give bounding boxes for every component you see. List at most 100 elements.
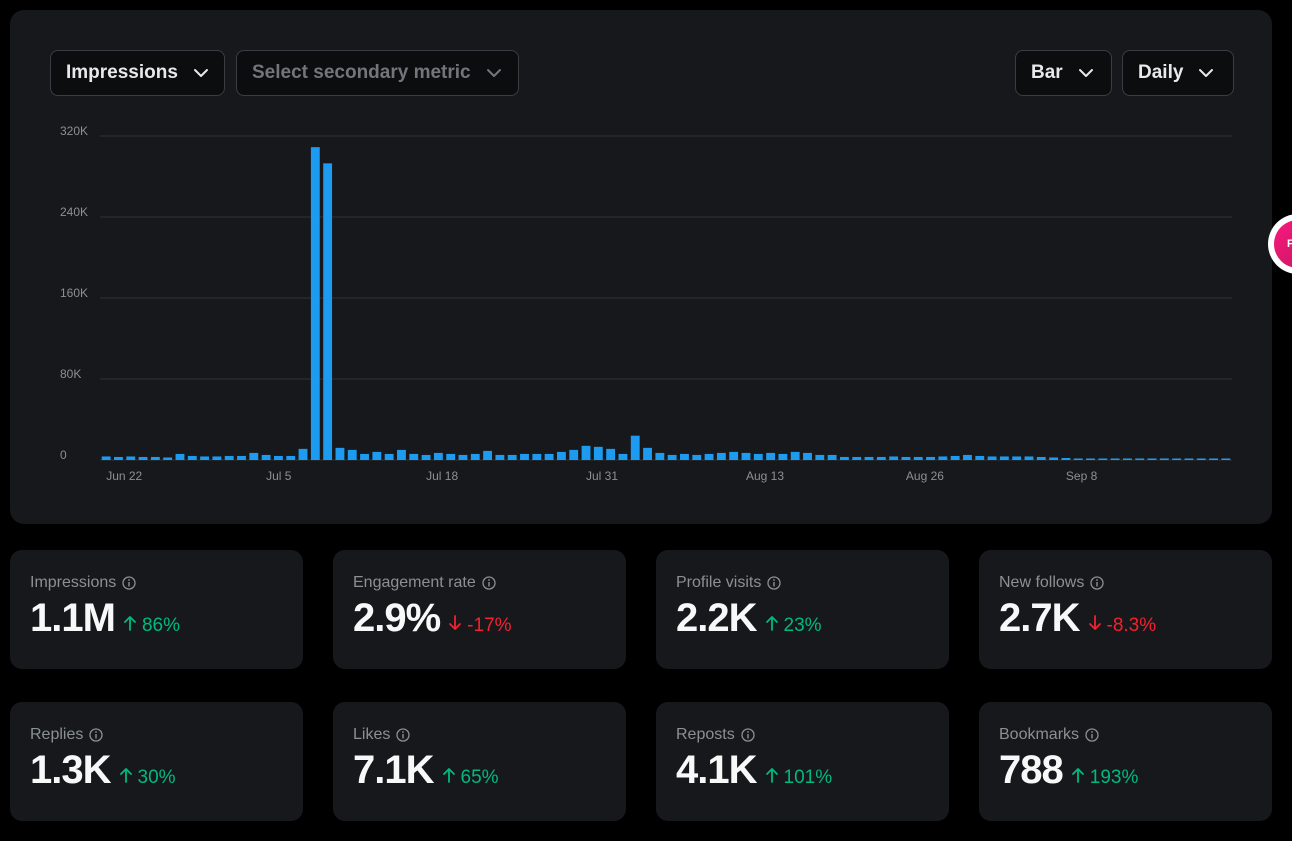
chart-bar[interactable]	[421, 454, 431, 460]
chart-bar[interactable]	[815, 454, 825, 460]
chart-bar[interactable]	[593, 446, 603, 460]
chart-bar[interactable]	[950, 455, 960, 460]
chart-bar[interactable]	[889, 456, 899, 460]
chart-bar[interactable]	[913, 456, 923, 460]
info-icon[interactable]	[396, 728, 411, 742]
stat-card-likes[interactable]: Likes 7.1K 65%	[333, 702, 626, 821]
chart-bar[interactable]	[323, 163, 333, 460]
chart-bar[interactable]	[1024, 456, 1034, 460]
info-icon[interactable]	[1085, 728, 1099, 742]
chart-bar[interactable]	[483, 450, 493, 460]
chart-bar[interactable]	[569, 449, 579, 461]
chart-bar[interactable]	[520, 453, 529, 460]
chart-bar[interactable]	[126, 456, 136, 460]
chart-bar[interactable]	[470, 453, 480, 460]
chart-bar[interactable]	[200, 456, 210, 460]
chart-bar[interactable]	[581, 445, 591, 460]
chart-bar[interactable]	[630, 435, 640, 460]
stat-card-reposts[interactable]: Reposts 4.1K 101%	[656, 702, 949, 821]
chart-bar[interactable]	[433, 452, 443, 460]
chart-type-dropdown[interactable]: Bar	[1015, 50, 1112, 96]
chart-bar[interactable]	[753, 453, 763, 460]
chart-bar[interactable]	[347, 449, 357, 461]
interval-dropdown[interactable]: Daily	[1122, 50, 1234, 96]
chart-bar[interactable]	[680, 453, 689, 460]
chart-bar[interactable]	[446, 453, 456, 460]
chart-bar[interactable]	[987, 456, 997, 460]
chart-bar[interactable]	[286, 455, 296, 460]
info-icon[interactable]	[741, 728, 755, 742]
chart-bar[interactable]	[741, 452, 751, 460]
chart-bar[interactable]	[458, 454, 468, 460]
chart-bar[interactable]	[667, 454, 677, 460]
chart-bar[interactable]	[1122, 458, 1132, 460]
chart-bar[interactable]	[138, 456, 148, 460]
chart-bar[interactable]	[507, 454, 517, 460]
chart-bar[interactable]	[175, 453, 185, 460]
chart-bar[interactable]	[999, 456, 1009, 460]
chart-bar[interactable]	[532, 453, 542, 460]
chart-bar[interactable]	[827, 454, 837, 460]
chart-bar[interactable]	[1110, 458, 1120, 460]
chart-bar[interactable]	[606, 448, 616, 460]
chart-bar[interactable]	[975, 455, 985, 460]
secondary-metric-dropdown[interactable]: Select secondary metric	[236, 50, 519, 96]
chart-bar[interactable]	[963, 454, 972, 460]
chart-bar[interactable]	[335, 447, 345, 460]
chart-bar[interactable]	[1036, 456, 1046, 460]
stat-card-new-follows[interactable]: New follows 2.7K -8.3%	[979, 550, 1272, 669]
chart-bar[interactable]	[1049, 457, 1059, 460]
stat-card-replies[interactable]: Replies 1.3K 30%	[10, 702, 303, 821]
chart-bar[interactable]	[212, 456, 222, 460]
chart-bar[interactable]	[926, 456, 935, 460]
chart-bar[interactable]	[716, 452, 726, 460]
chart-bar[interactable]	[1172, 458, 1182, 461]
chart-bar[interactable]	[864, 456, 874, 460]
chart-bar[interactable]	[778, 453, 788, 460]
chart-bar[interactable]	[224, 455, 234, 460]
chart-bar[interactable]	[101, 456, 111, 460]
info-icon[interactable]	[122, 576, 136, 590]
chart-bar[interactable]	[618, 453, 628, 460]
chart-bar[interactable]	[114, 456, 123, 460]
chart-bar[interactable]	[310, 147, 320, 460]
chart-bar[interactable]	[187, 455, 197, 460]
chart-bar[interactable]	[852, 456, 862, 460]
chart-bar[interactable]	[495, 454, 505, 460]
chart-bar[interactable]	[704, 453, 714, 460]
primary-metric-dropdown[interactable]: Impressions	[50, 50, 225, 96]
chart-bar[interactable]	[1135, 458, 1145, 460]
chart-bar[interactable]	[643, 447, 652, 460]
chart-bar[interactable]	[766, 452, 776, 460]
chart-bar[interactable]	[839, 456, 849, 460]
chart-bar[interactable]	[384, 453, 394, 460]
chart-bar[interactable]	[273, 455, 283, 460]
chart-bar[interactable]	[1221, 458, 1231, 461]
chart-bar[interactable]	[1098, 458, 1108, 460]
stat-card-engagement-rate[interactable]: Engagement rate 2.9% -17%	[333, 550, 626, 669]
chart-bar[interactable]	[1012, 456, 1022, 460]
chart-bar[interactable]	[938, 456, 948, 460]
chart-bar[interactable]	[729, 451, 739, 460]
chart-bar[interactable]	[1061, 457, 1071, 460]
chart-bar[interactable]	[298, 448, 308, 460]
chart-bar[interactable]	[237, 455, 246, 460]
chart-bar[interactable]	[397, 449, 406, 461]
chart-bar[interactable]	[1209, 458, 1218, 460]
stat-card-impressions[interactable]: Impressions 1.1M 86%	[10, 550, 303, 669]
chart-bar[interactable]	[409, 453, 419, 460]
chart-bar[interactable]	[1086, 458, 1095, 460]
info-icon[interactable]	[482, 576, 496, 590]
chart-bar[interactable]	[655, 452, 665, 460]
info-icon[interactable]	[767, 576, 782, 590]
chart-bar[interactable]	[692, 454, 702, 460]
chart-bar[interactable]	[1147, 458, 1157, 460]
chart-bar[interactable]	[901, 456, 911, 460]
chart-bar[interactable]	[249, 452, 259, 460]
chart-bar[interactable]	[1184, 458, 1194, 461]
chart-bar[interactable]	[790, 451, 800, 460]
stat-card-bookmarks[interactable]: Bookmarks 788 193%	[979, 702, 1272, 821]
chart-bar[interactable]	[372, 451, 382, 460]
chart-bar[interactable]	[544, 453, 554, 460]
chart-bar[interactable]	[1073, 458, 1083, 460]
